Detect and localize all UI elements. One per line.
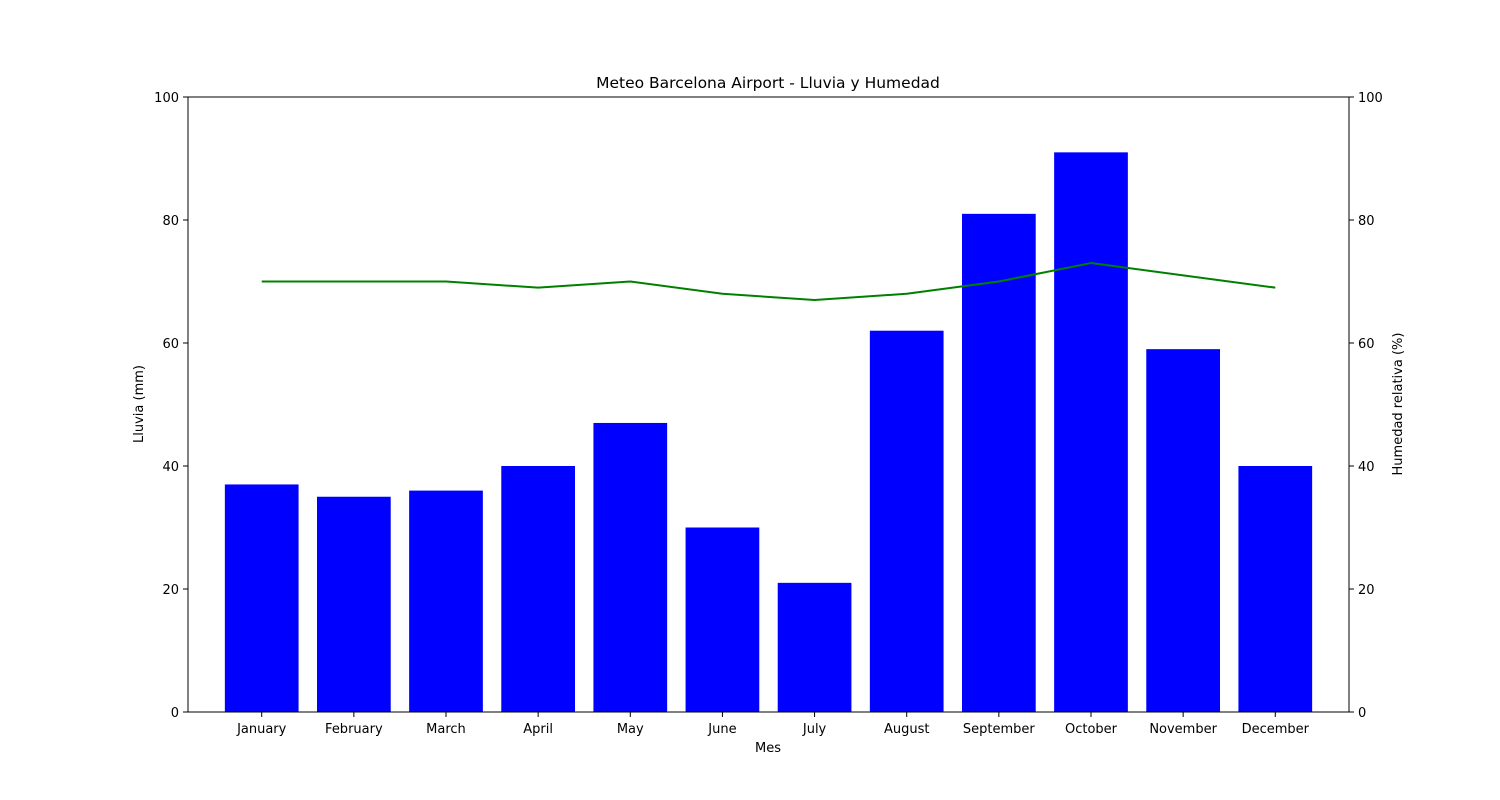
- bar-december: [1238, 466, 1313, 712]
- x-tick-label-february: February: [325, 722, 383, 737]
- y-tick-label: 100: [154, 91, 179, 106]
- bar-may: [593, 422, 668, 712]
- x-tick-label-may: May: [617, 722, 644, 737]
- y2-tick-label: 100: [1358, 91, 1383, 106]
- y2-tick-label: 60: [1358, 337, 1375, 352]
- plot-frame: [187, 96, 1350, 713]
- x-tick-label-july: July: [802, 722, 827, 737]
- ticks: 0 20 40 60 80 100 0 20 40 60 80 100 January February M…: [154, 91, 1383, 737]
- humidity-line-layer: [261, 262, 1276, 301]
- rainfall-bars: [224, 152, 1313, 713]
- bar-march: [409, 490, 483, 712]
- x-tick-label-september: September: [963, 722, 1036, 737]
- x-tick-label-november: November: [1149, 722, 1217, 737]
- y2-tick-label: 40: [1358, 460, 1375, 475]
- axes: [187, 96, 1350, 713]
- y-tick-label: 60: [162, 337, 179, 352]
- y2-tick-label: 20: [1358, 583, 1375, 598]
- bar-august: [869, 330, 944, 712]
- x-tick-label-june: June: [707, 722, 736, 737]
- y-tick-label: 80: [162, 214, 179, 229]
- y-tick-label: 20: [162, 583, 179, 598]
- bar-september: [962, 213, 1036, 712]
- x-tick-label-december: December: [1242, 722, 1310, 737]
- bar-april: [501, 466, 575, 712]
- bar-june: [685, 527, 760, 712]
- y2-tick-label: 0: [1358, 706, 1366, 721]
- humidity-line: [261, 262, 1276, 301]
- bar-november: [1146, 349, 1220, 712]
- y-tick-label: 40: [162, 460, 179, 475]
- bar-february: [317, 496, 391, 712]
- x-tick-label-april: April: [523, 722, 553, 737]
- y2-axis-title: Humedad relativa (%): [1391, 333, 1406, 476]
- y2-tick-label: 80: [1358, 214, 1375, 229]
- bar-january: [224, 484, 299, 712]
- y-axis-title: Lluvia (mm): [132, 365, 147, 443]
- x-tick-label-august: August: [884, 722, 930, 737]
- y-tick-label: 0: [171, 706, 179, 721]
- x-tick-label-january: January: [236, 722, 287, 737]
- x-tick-label-march: March: [426, 722, 466, 737]
- x-tick-label-october: October: [1065, 722, 1118, 737]
- bar-july: [777, 582, 852, 712]
- x-axis-title: Mes: [755, 741, 781, 756]
- chart-title: Meteo Barcelona Airport - Lluvia y Humed…: [596, 74, 940, 92]
- bar-october: [1054, 152, 1128, 713]
